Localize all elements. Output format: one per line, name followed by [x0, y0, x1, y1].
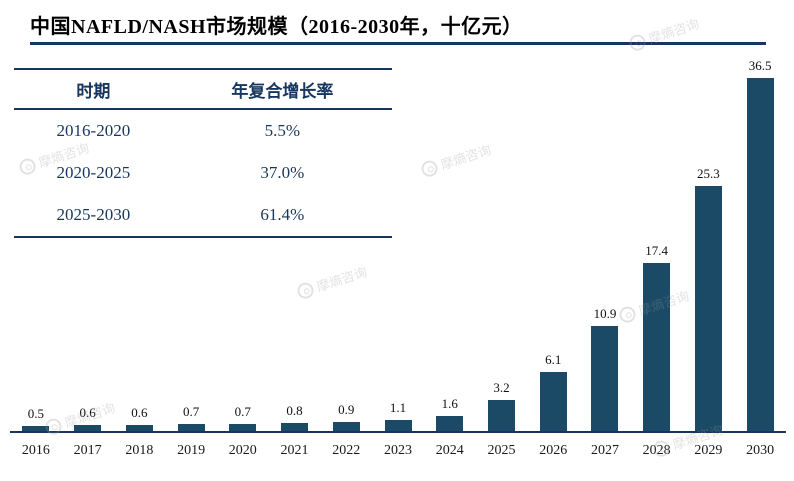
x-axis-tick-label: 2021	[280, 443, 309, 458]
bar	[74, 425, 102, 431]
x-axis-labels: 2016 2017 2018 2019 2020 2021 2022 2023 2024 2025…	[10, 443, 786, 459]
period-cell: 2016-2020	[56, 121, 131, 140]
bar	[487, 400, 515, 431]
bar-value-label: 36.5	[748, 58, 772, 73]
cagr-table-row: 2020-2025 37.0%	[14, 152, 392, 194]
bar-value-label: 25.3	[697, 166, 720, 181]
bar-value-label: 1.1	[389, 400, 407, 415]
x-axis-tick-label: 2024	[435, 443, 464, 458]
bar-value-label: 6.1	[545, 352, 562, 367]
x-axis-tick-label: 2018	[125, 443, 154, 458]
cagr-cell: 37.0%	[260, 163, 305, 182]
bar	[643, 263, 671, 431]
bar-value-label: 0.9	[338, 402, 355, 417]
bar	[591, 326, 619, 431]
cagr-table: 时期 年复合增长率 2016-2020 5.5% 2020-2025 37.0%…	[14, 68, 392, 238]
bar-value-label: 0.6	[131, 405, 148, 420]
bar-value-label: 0.5	[27, 406, 44, 421]
title-underline	[30, 42, 766, 45]
bar-column: 17.4	[631, 243, 683, 431]
bar-column: 0.5	[10, 406, 62, 431]
period-cell: 2025-2030	[56, 205, 131, 224]
bar	[384, 420, 412, 431]
x-axis-tick-label: 2016	[21, 443, 50, 458]
cagr-table-header-row: 时期 年复合增长率	[14, 70, 392, 110]
x-axis-tick-label: 2019	[177, 443, 206, 458]
bar	[332, 422, 360, 431]
bar-column: 1.6	[424, 396, 476, 431]
bar-value-label: 0.7	[182, 404, 200, 419]
bar-value-label: 3.2	[493, 380, 510, 395]
bar	[746, 78, 774, 431]
x-axis-tick-label: 2020	[228, 443, 257, 458]
bar	[281, 423, 309, 431]
cagr-table-header-cagr: 年复合增长率	[231, 81, 334, 101]
bar-column: 3.2	[476, 380, 528, 431]
bar-value-label: 10.9	[593, 306, 617, 321]
cagr-cell: 5.5%	[264, 121, 301, 140]
period-cell: 2020-2025	[56, 163, 131, 182]
bar-column: 0.7	[217, 404, 269, 431]
x-axis-tick-label: 2022	[332, 443, 361, 458]
bar	[22, 426, 50, 431]
cagr-cell: 61.4%	[260, 205, 305, 224]
bar-column: 0.8	[269, 403, 321, 431]
chart-title: 中国NAFLD/NASH市场规模（2016-2030年，十亿元）	[30, 16, 523, 38]
bar	[229, 424, 257, 431]
bar-column: 10.9	[579, 306, 631, 431]
cagr-table-row: 2025-2030 61.4%	[14, 194, 392, 236]
cagr-table-row: 2016-2020 5.5%	[14, 110, 392, 152]
bar	[436, 416, 464, 431]
bar-value-label: 0.7	[234, 404, 251, 419]
bar-value-label: 1.6	[441, 396, 458, 411]
bar	[694, 186, 722, 431]
bar-column: 0.6	[113, 405, 165, 431]
x-axis-tick-label: 2023	[384, 443, 412, 458]
bar-chart-plot-area: 0.5 0.6 0.6 0.7 0.7 0.8 0.9 1.1 1.6 3.2 6.1 10.9 17.…	[10, 55, 786, 433]
bar-column: 0.7	[165, 404, 217, 431]
bar-value-label: 0.8	[286, 403, 303, 418]
x-axis-tick-label: 2025	[487, 443, 516, 458]
bar-column: 36.5	[734, 58, 786, 431]
bar-value-label: 0.6	[79, 405, 96, 420]
x-axis-tick-label: 2027	[590, 443, 619, 458]
watermark: 摩熵咨询	[627, 13, 701, 53]
x-axis-tick-label: 2028	[642, 443, 671, 458]
bar-column: 6.1	[527, 352, 579, 431]
x-axis-tick-label: 2029	[694, 443, 723, 458]
bar-column: 0.6	[62, 405, 114, 431]
x-axis-tick-label: 2026	[539, 443, 568, 458]
bar-value-label: 17.4	[645, 243, 669, 258]
cagr-table-header-period: 时期	[76, 81, 111, 101]
bar	[177, 424, 205, 431]
bar	[539, 372, 567, 431]
bar-column: 25.3	[683, 166, 735, 431]
bar	[125, 425, 153, 431]
x-axis-tick-label: 2017	[73, 443, 102, 458]
bar-column: 0.9	[320, 402, 372, 431]
bar-column: 1.1	[372, 400, 424, 431]
x-axis-tick-label: 2030	[746, 443, 775, 458]
